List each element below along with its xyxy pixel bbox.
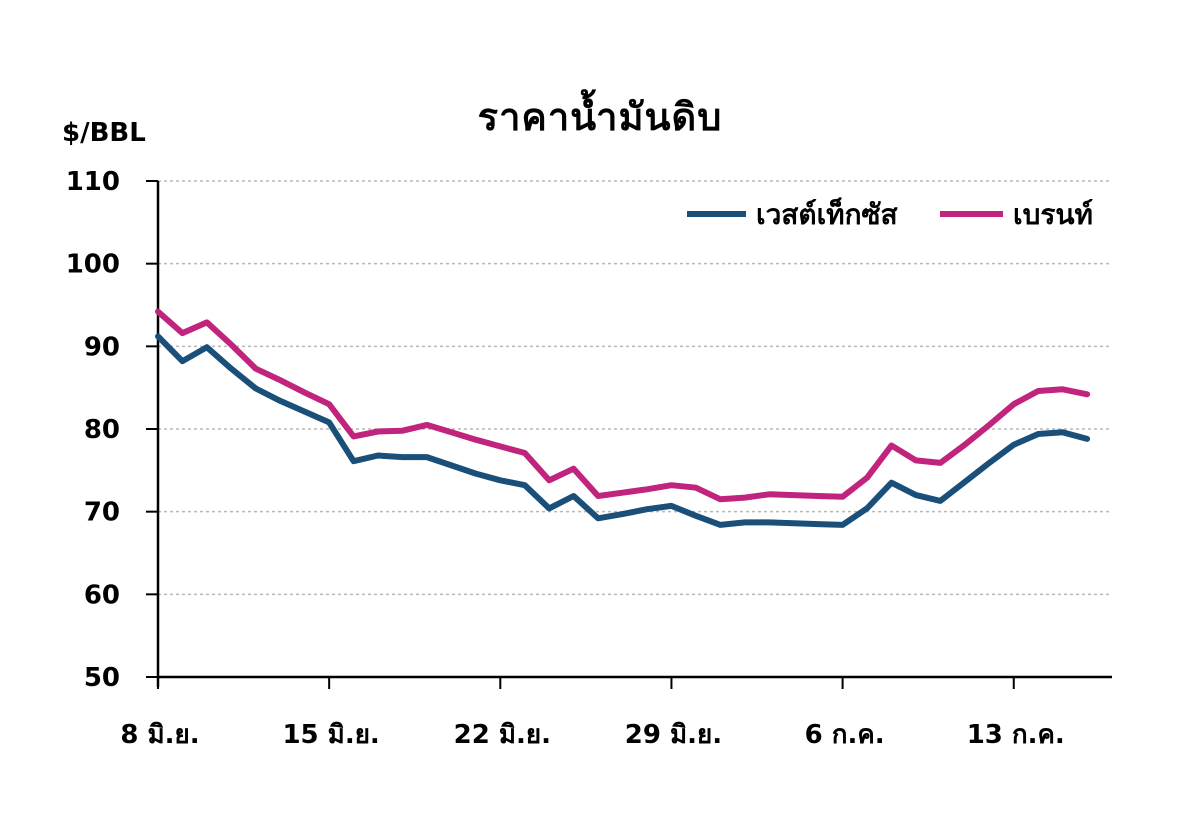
y-tick-label: 50 <box>84 663 120 693</box>
legend-label-1: เวสต์เท็กซัส <box>756 197 899 231</box>
x-tick-label: 15 มิ.ย. <box>282 720 379 750</box>
axes: 50 60 70 80 90 100 110 8 มิ.ย. 15 มิ.ย. 22 มิ.ย. 2… <box>66 167 1112 750</box>
x-tick-label: 29 มิ.ย. <box>625 720 722 750</box>
legend: เวสต์เท็กซัส เบรนท์ <box>687 197 1093 231</box>
y-tick-label: 80 <box>84 415 120 445</box>
y-tick-label: 110 <box>66 167 120 197</box>
x-tick-label: 6 ก.ค. <box>805 720 885 750</box>
y-axis-unit-label: $/BBL <box>62 118 146 148</box>
gridlines <box>158 180 1112 596</box>
y-tick-label: 90 <box>84 332 120 362</box>
y-tick-label: 70 <box>84 498 120 528</box>
series-line-1 <box>155 333 1091 528</box>
series-lines <box>155 308 1091 528</box>
chart-title: ราคาน้ำมันดิบ <box>477 95 723 139</box>
series-line-2 <box>155 308 1091 503</box>
legend-label-2: เบรนท์ <box>1013 198 1093 231</box>
x-tick-label: 13 ก.ค. <box>967 720 1065 750</box>
x-tick-label: 22 มิ.ย. <box>454 720 551 750</box>
y-tick-label: 100 <box>66 250 120 280</box>
x-tick-label: 8 มิ.ย. <box>120 720 199 750</box>
y-tick-label: 60 <box>84 580 120 610</box>
